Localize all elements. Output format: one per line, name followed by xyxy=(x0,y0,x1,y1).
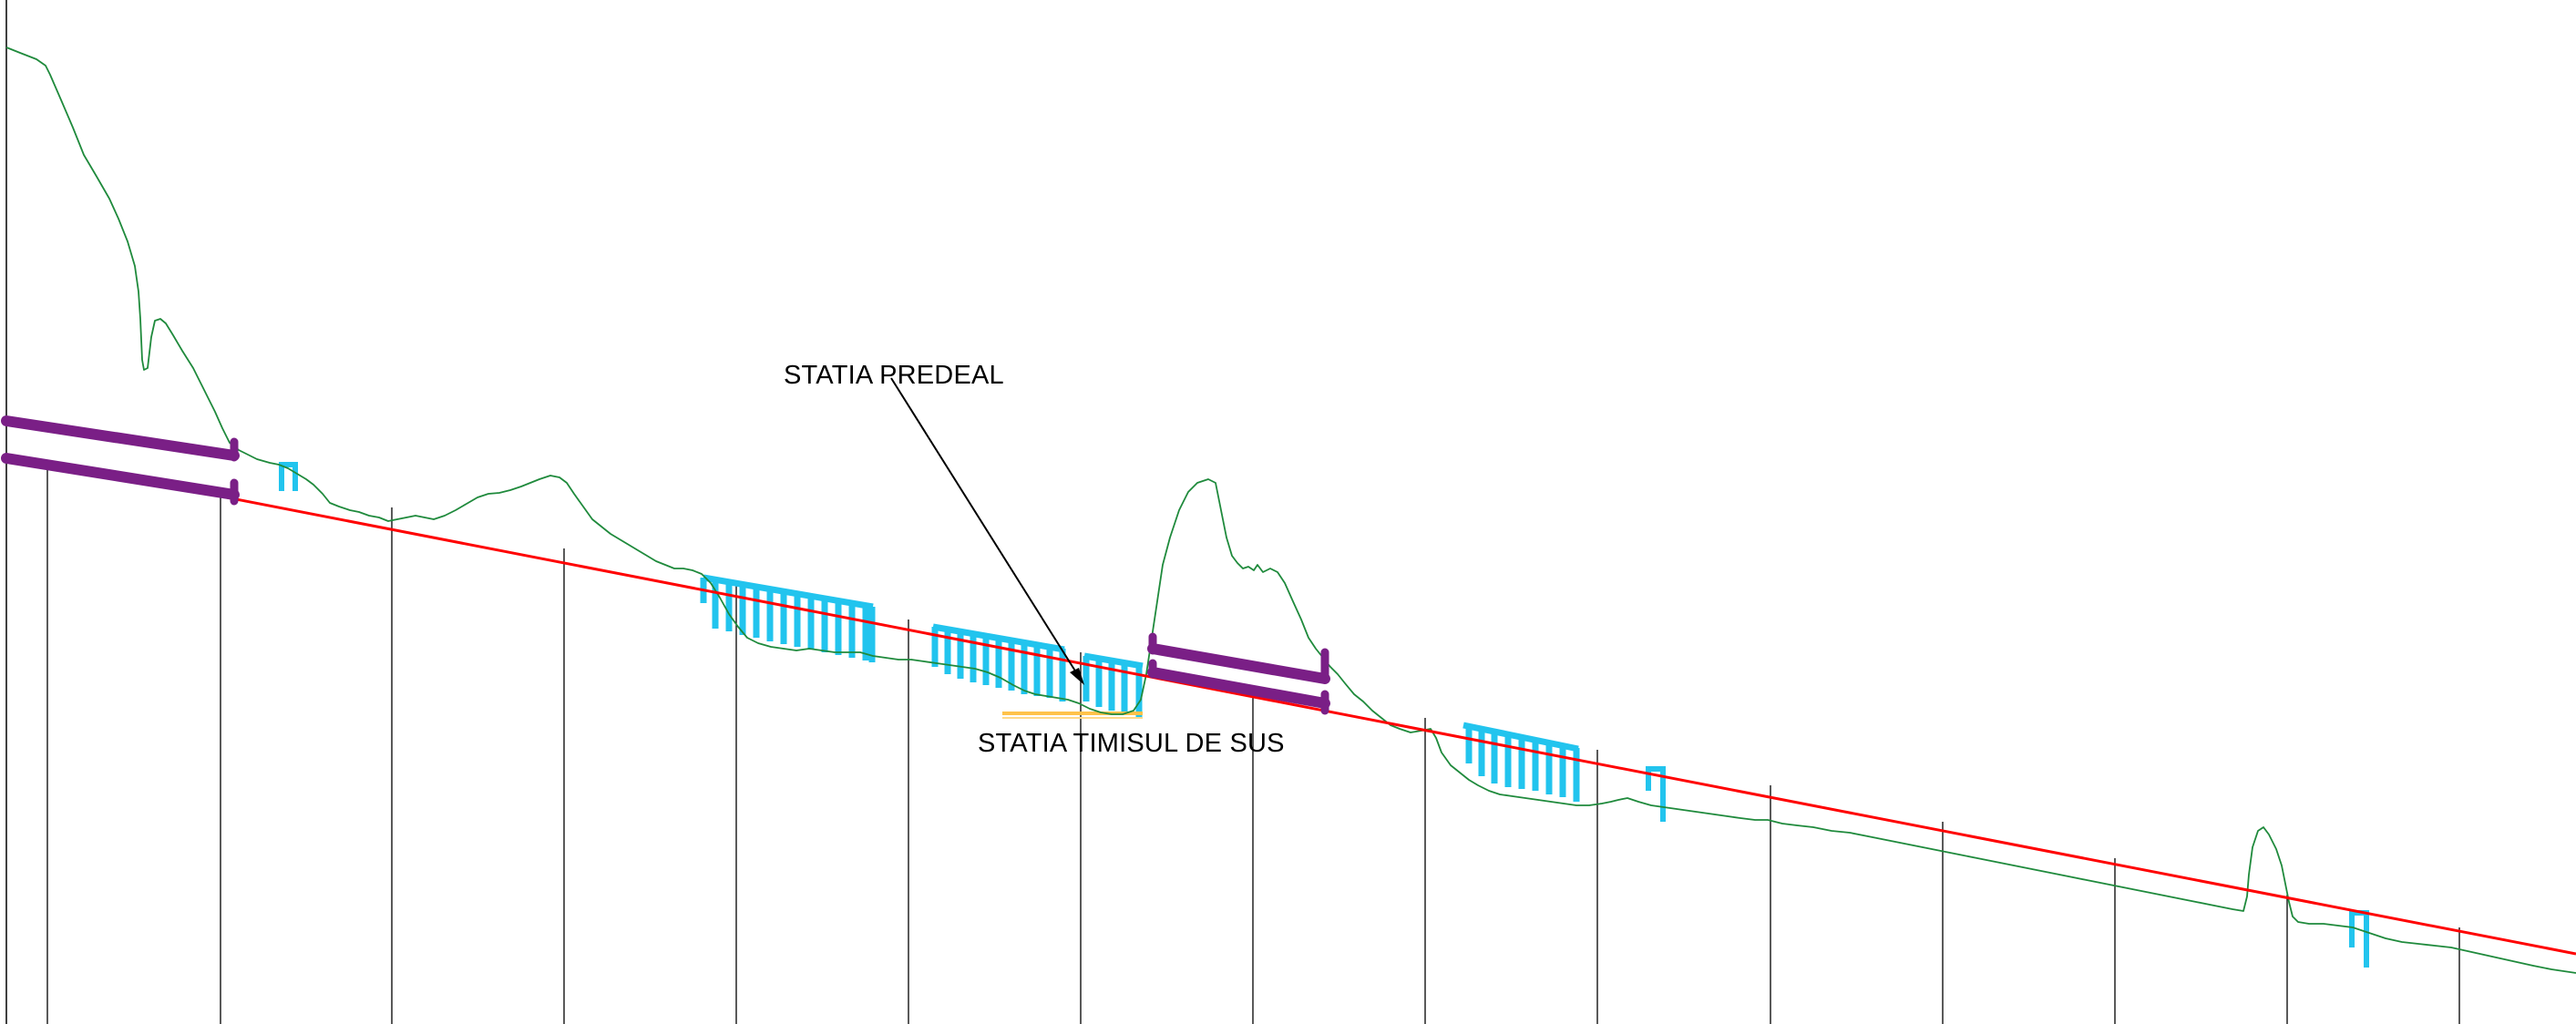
viaduct-left xyxy=(1,415,240,506)
pier-group-5 xyxy=(1462,722,1580,802)
station-label-timisul-de-sus: STATIA TIMISUL DE SUS xyxy=(978,729,1285,758)
pier-frame xyxy=(2349,910,2369,968)
arrow-head-icon xyxy=(1070,668,1084,685)
leader-line xyxy=(890,377,1082,681)
pier-group-3 xyxy=(931,623,1066,701)
viaduct-upper-bar xyxy=(1,415,240,461)
pier-group-6 xyxy=(1646,766,1666,822)
viaduct-upper-bar xyxy=(1147,643,1330,684)
station-platform xyxy=(1002,712,1143,719)
pier-group-2 xyxy=(700,574,876,662)
pier-frame xyxy=(279,462,298,491)
viaduct-middle xyxy=(1147,632,1330,715)
pier-group-7 xyxy=(2349,910,2369,968)
terrain-profile-line xyxy=(5,46,2576,974)
pier-group-1 xyxy=(279,462,298,491)
station-leader-arrow xyxy=(890,377,1084,685)
pier-frame xyxy=(1646,766,1666,822)
chainage-grid xyxy=(46,468,2460,1024)
design-grade-line xyxy=(5,453,2576,956)
station-label-predeal: STATIA PREDEAL xyxy=(784,361,1004,390)
viaduct-lower-bar xyxy=(1,453,240,500)
viaduct-lower-bar xyxy=(1147,667,1330,709)
